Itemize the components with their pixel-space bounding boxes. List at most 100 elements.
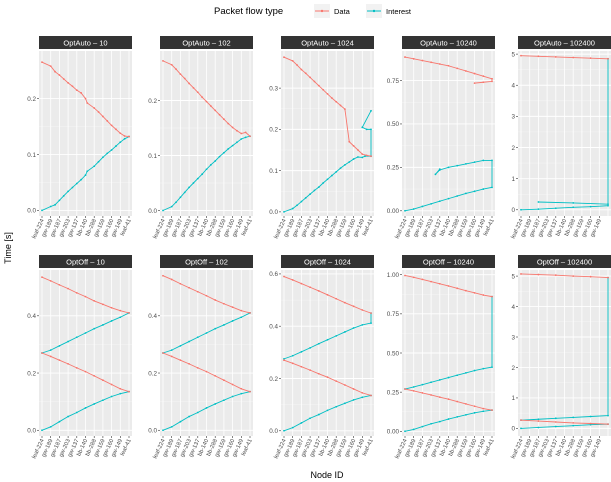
data-point	[473, 190, 476, 193]
data-point	[67, 190, 69, 193]
series-data	[404, 388, 493, 412]
y-tick-label: 0.00	[387, 208, 400, 215]
panel-strip	[39, 255, 132, 268]
data-point	[412, 276, 415, 279]
panel-8: OptOff – 10240.00.20.40.6leaf-224gw-189g…	[269, 255, 375, 460]
data-point	[97, 160, 100, 163]
y-tick-label: 0.4	[269, 324, 278, 331]
data-point	[192, 86, 195, 89]
data-point	[520, 419, 522, 422]
data-point	[473, 369, 476, 372]
y-tick-label: 0.2	[269, 376, 278, 383]
y-tick-label: 0.2	[148, 98, 157, 105]
data-point	[102, 303, 104, 306]
panel-title: OptOff – 10240	[423, 258, 474, 267]
y-tick-label: 0.0	[269, 428, 278, 435]
data-point	[227, 122, 230, 125]
data-point	[214, 109, 217, 112]
data-point	[370, 128, 372, 131]
data-point	[365, 128, 368, 131]
data-point	[162, 274, 164, 277]
data-point	[438, 420, 441, 423]
data-point	[404, 388, 406, 390]
data-point	[86, 102, 89, 104]
data-point	[75, 182, 78, 185]
data-point	[231, 144, 234, 147]
data-point	[491, 295, 493, 298]
y-tick-label: 0.0	[269, 209, 278, 216]
data-point	[54, 203, 56, 206]
data-point	[236, 141, 238, 144]
data-point	[223, 151, 225, 154]
data-point	[309, 369, 311, 372]
data-point	[102, 156, 104, 159]
data-point	[589, 275, 592, 278]
legend-title: Packet flow type	[214, 6, 283, 17]
data-point	[537, 208, 540, 211]
panel-10: OptOff – 102400012345leaf-224gw-189gw-18…	[511, 255, 611, 460]
data-point	[62, 78, 65, 80]
data-point	[240, 316, 243, 319]
data-point	[188, 340, 191, 343]
series-interest	[283, 312, 372, 360]
data-point	[110, 306, 113, 309]
data-point	[421, 59, 424, 62]
data-point	[283, 275, 285, 278]
y-tick-label: 0.25	[387, 389, 400, 396]
y-tick-label: 0.75	[387, 78, 400, 85]
data-point	[110, 395, 113, 398]
series-data	[283, 275, 372, 315]
data-point	[179, 196, 182, 199]
data-point	[352, 327, 355, 329]
data-point	[335, 170, 338, 173]
data-point	[214, 299, 217, 301]
data-point	[300, 68, 303, 71]
panel-title: OptOff – 102	[185, 258, 228, 267]
data-point	[465, 162, 467, 165]
data-point	[313, 80, 316, 83]
data-point	[438, 396, 441, 399]
data-point	[240, 392, 243, 395]
data-point	[465, 402, 467, 405]
data-point	[607, 414, 609, 417]
y-tick-label: 0.50	[387, 121, 400, 128]
data-point	[93, 300, 96, 302]
data-point	[330, 97, 333, 99]
data-point	[404, 430, 406, 433]
legend: Packet flow type Data Interest	[214, 4, 412, 18]
data-point	[430, 422, 432, 425]
data-point	[313, 189, 316, 192]
data-point	[192, 182, 195, 184]
data-point	[196, 336, 199, 339]
data-point	[456, 415, 459, 418]
data-point	[520, 427, 522, 430]
series-data	[520, 273, 609, 279]
data-point	[465, 371, 467, 374]
data-point	[361, 391, 364, 394]
data-point	[249, 312, 251, 314]
data-point	[361, 156, 364, 159]
y-tick-label: 0.25	[387, 165, 400, 172]
series-data	[283, 359, 372, 397]
data-point	[170, 278, 173, 281]
data-point	[456, 164, 459, 167]
data-point	[520, 54, 522, 57]
data-point	[80, 178, 83, 181]
data-point	[84, 295, 87, 298]
data-point	[412, 389, 415, 392]
data-point	[344, 301, 346, 304]
data-point	[465, 289, 467, 292]
data-point	[348, 140, 351, 143]
data-point	[430, 381, 432, 384]
data-point	[482, 410, 485, 413]
data-point	[537, 201, 540, 203]
data-point	[170, 355, 173, 358]
series-line	[404, 159, 493, 212]
data-point	[97, 111, 100, 113]
data-point	[572, 206, 575, 209]
data-point	[352, 305, 355, 308]
data-point	[58, 359, 61, 362]
data-point	[438, 168, 441, 171]
data-point	[231, 395, 234, 398]
data-point	[283, 359, 285, 362]
